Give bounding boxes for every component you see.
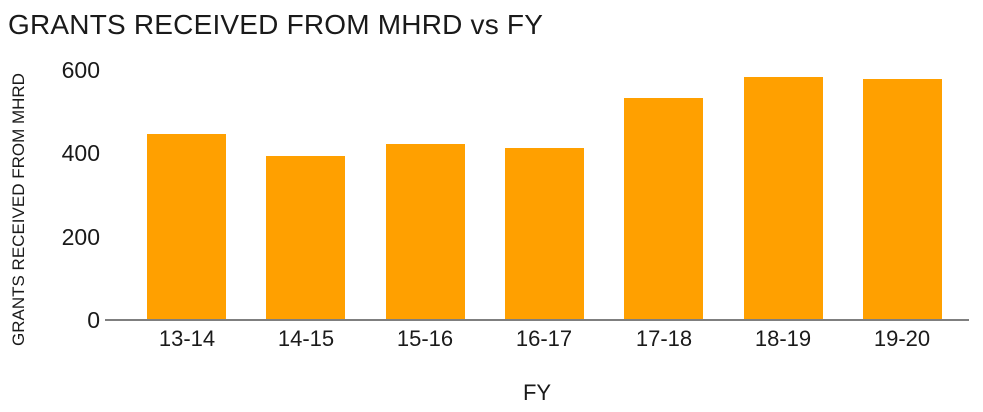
x-tick-label-18-19: 18-19 [754, 326, 812, 351]
y-tick-label-200: 200 [61, 224, 100, 250]
bar-18-19[interactable] [744, 77, 823, 319]
x-tick-label-16-17: 16-17 [515, 326, 573, 351]
x-axis-title: FY [522, 380, 552, 405]
x-axis-line [105, 319, 969, 321]
x-tick-label-15-16: 15-16 [396, 326, 454, 351]
bar-16-17[interactable] [505, 148, 584, 319]
chart-title: GRANTS RECEIVED FROM MHRD vs FY [8, 9, 544, 40]
bar-17-18[interactable] [624, 98, 703, 319]
y-tick-label-600: 600 [61, 57, 100, 83]
x-tick-label-14-15: 14-15 [277, 326, 335, 351]
x-tick-label-17-18: 17-18 [635, 326, 693, 351]
y-tick-label-400: 400 [61, 140, 100, 166]
y-tick-label-0: 0 [87, 307, 100, 333]
x-tick-label-13-14: 13-14 [158, 326, 216, 351]
x-tick-label-19-20: 19-20 [873, 326, 931, 351]
bar-13-14[interactable] [147, 134, 226, 319]
bar-14-15[interactable] [266, 156, 345, 319]
bar-19-20[interactable] [863, 79, 942, 319]
bar-15-16[interactable] [386, 144, 465, 319]
y-axis-title: GRANTS RECEIVED FROM MHRD [9, 73, 28, 346]
